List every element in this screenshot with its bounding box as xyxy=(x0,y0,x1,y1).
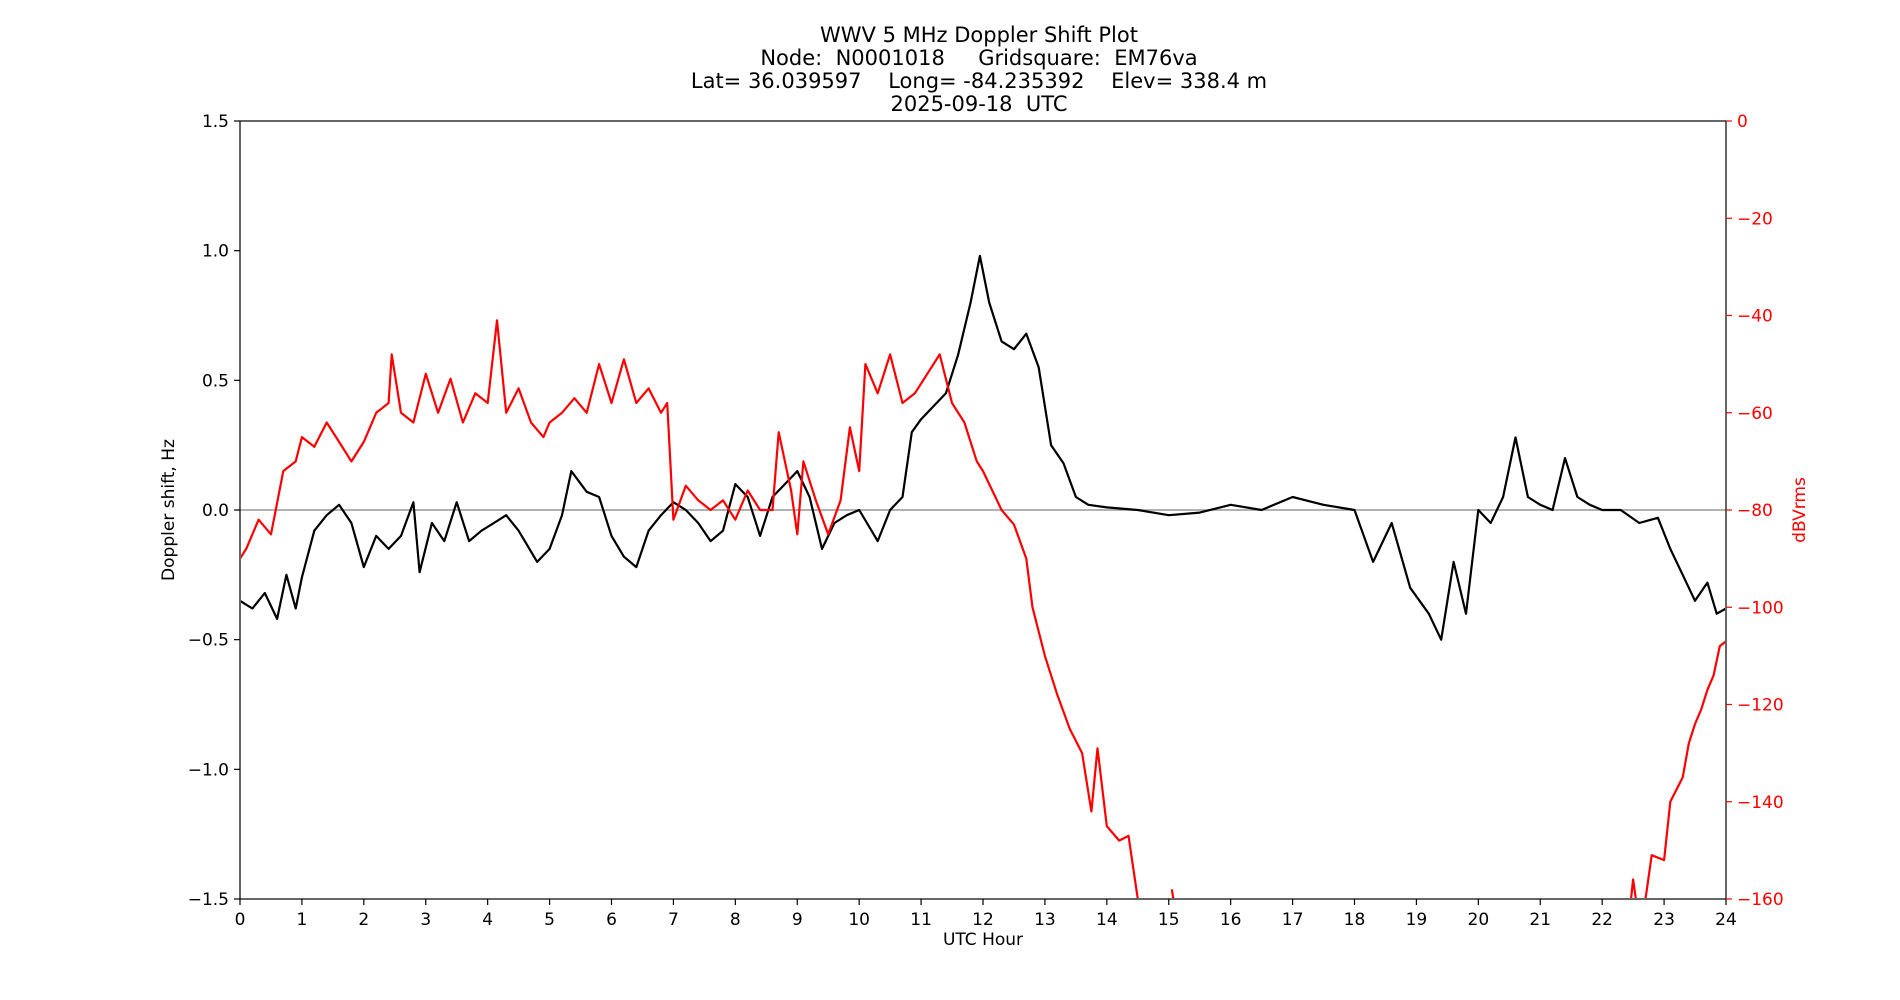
x-tick-label: 22 xyxy=(1591,910,1613,930)
y-axis-label: Doppler shift, Hz xyxy=(159,439,179,581)
x-tick-label: 24 xyxy=(1715,910,1737,930)
title-line-1: WWV 5 MHz Doppler Shift Plot xyxy=(820,23,1138,47)
x-tick-label: 11 xyxy=(910,910,932,930)
y-tick-label: 1.0 xyxy=(202,242,229,262)
power-series-line-2 xyxy=(1170,889,1175,898)
power-series-line-1 xyxy=(241,319,1139,898)
x-tick-label: 7 xyxy=(668,910,679,930)
y-axis-left: 1.5 1.0 0.5 0.0 −0.5 −1.0 −1.5 xyxy=(188,112,240,910)
x-tick-label: 18 xyxy=(1344,910,1366,930)
title-line-4: 2025-09-18 UTC xyxy=(890,92,1067,116)
y-tick-label: −1.5 xyxy=(188,890,229,910)
y2-tick-label: −40 xyxy=(1737,307,1773,327)
x-tick-label: 12 xyxy=(972,910,994,930)
x-axis-label: UTC Hour xyxy=(943,930,1023,950)
x-tick-label: 14 xyxy=(1096,910,1118,930)
x-tick-label: 8 xyxy=(730,910,741,930)
title-line-2: Node: N0001018 Gridsquare: EM76va xyxy=(760,46,1197,70)
x-tick-label: 15 xyxy=(1158,910,1180,930)
x-axis: 0 1 2 3 4 5 6 7 8 9 10 11 12 13 14 15 16 17 18 19 20 21 22 23 24 xyxy=(235,899,1737,930)
x-tick-label: 17 xyxy=(1282,910,1304,930)
y2-tick-label: −80 xyxy=(1737,501,1773,521)
y2-tick-label: −160 xyxy=(1737,890,1784,910)
y-axis-right: 0 −20 −40 −60 −80 −100 −120 −140 −160 xyxy=(1726,112,1784,910)
y-tick-label: 1.5 xyxy=(202,112,229,132)
power-series-line-3 xyxy=(1630,640,1725,898)
x-tick-label: 2 xyxy=(358,910,369,930)
y-tick-label: 0.0 xyxy=(202,501,229,521)
x-tick-label: 10 xyxy=(848,910,870,930)
y2-tick-label: −100 xyxy=(1737,598,1784,618)
y-tick-label: −1.0 xyxy=(188,760,229,780)
y2-tick-label: −20 xyxy=(1737,209,1773,229)
y2-tick-label: 0 xyxy=(1737,112,1748,132)
x-tick-label: 19 xyxy=(1406,910,1428,930)
x-tick-label: 9 xyxy=(792,910,803,930)
x-tick-label: 21 xyxy=(1529,910,1551,930)
x-tick-label: 1 xyxy=(297,910,308,930)
y2-tick-label: −140 xyxy=(1737,793,1784,813)
y2-axis-label: dBVrms xyxy=(1790,477,1810,543)
x-tick-label: 0 xyxy=(235,910,246,930)
y-tick-label: −0.5 xyxy=(188,631,229,651)
y-tick-label: 0.5 xyxy=(202,371,229,391)
x-tick-label: 13 xyxy=(1034,910,1056,930)
x-tick-label: 4 xyxy=(482,910,493,930)
title-line-3: Lat= 36.039597 Long= -84.235392 Elev= 33… xyxy=(691,69,1267,93)
x-tick-label: 16 xyxy=(1220,910,1242,930)
x-tick-label: 20 xyxy=(1468,910,1490,930)
y2-tick-label: −60 xyxy=(1737,404,1773,424)
x-tick-label: 3 xyxy=(420,910,431,930)
series-group xyxy=(241,254,1725,898)
chart-title: WWV 5 MHz Doppler Shift Plot Node: N0001… xyxy=(691,23,1267,116)
doppler-series-line-0 xyxy=(241,254,1725,641)
x-tick-label: 23 xyxy=(1653,910,1675,930)
x-tick-label: 6 xyxy=(606,910,617,930)
x-tick-label: 5 xyxy=(544,910,555,930)
y2-tick-label: −120 xyxy=(1737,696,1784,716)
